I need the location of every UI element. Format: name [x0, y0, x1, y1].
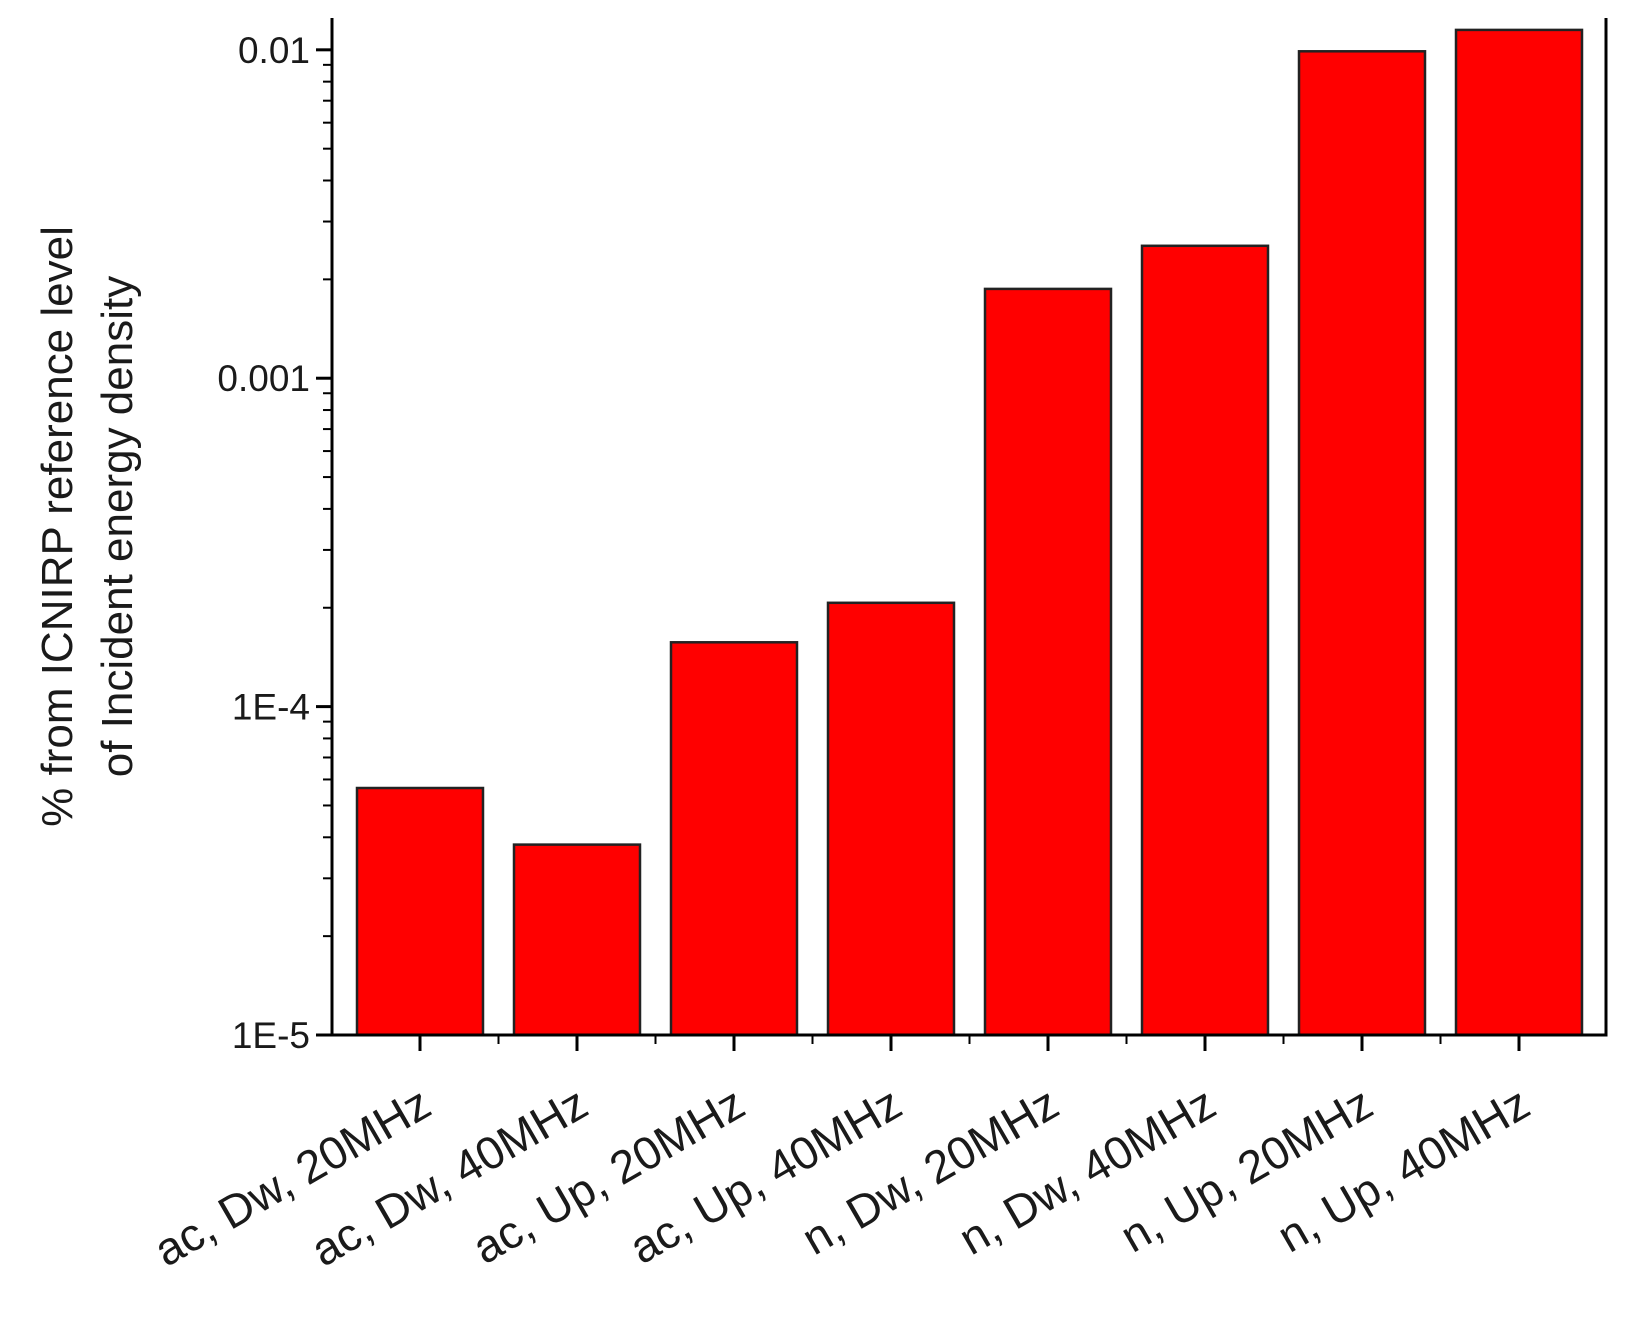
bar-6 [1297, 50, 1427, 1037]
bar-5 [1140, 244, 1270, 1037]
bar-4 [983, 287, 1113, 1037]
bars-layer [355, 28, 1584, 1037]
bar-0 [355, 786, 485, 1037]
x-tick-label: ac, Up, 40MHz [621, 1077, 910, 1274]
y-tick-label: 1E-4 [232, 687, 310, 728]
x-tick-label: ac, Up, 20MHz [464, 1077, 753, 1274]
bar-2 [669, 641, 799, 1037]
bar-7 [1454, 28, 1584, 1037]
bar-3 [826, 601, 956, 1037]
y-tick-label: 0.01 [238, 30, 310, 71]
x-tick-label: ac, Dw, 20MHz [145, 1077, 439, 1277]
bar-1 [512, 843, 642, 1037]
y-tick-label: 1E-5 [232, 1015, 310, 1056]
x-tick-label: ac, Dw, 40MHz [302, 1077, 596, 1277]
y-tick-label: 0.001 [217, 358, 310, 399]
y-axis-title-line: of Incident energy density [93, 276, 142, 777]
y-ticks-layer: 1E-5 1E-4 0.001 0.01 [217, 30, 332, 1056]
y-axis-title: % from ICNIRP reference level of Incident… [33, 226, 142, 827]
y-axis-title-line: % from ICNIRP reference level [33, 226, 82, 827]
